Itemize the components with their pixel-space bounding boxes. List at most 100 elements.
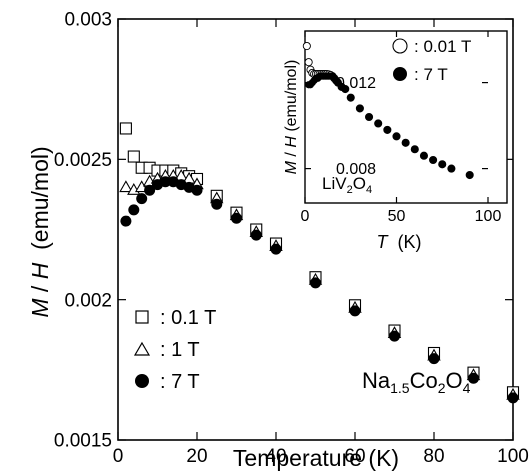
inset-legend-entry-7T: : 7 T <box>393 65 448 84</box>
legend-entry-7T: : 7 T <box>135 371 200 393</box>
inset-legend-filled-circle-marker <box>393 67 407 81</box>
data-point-filled-circle <box>447 165 455 173</box>
legend-label-0.1T: : 0.1 T <box>160 307 216 329</box>
inset-compound-sub-2: 4 <box>366 184 372 196</box>
legend-filled-circle-marker <box>135 374 149 388</box>
data-point-filled-circle <box>120 215 132 227</box>
data-point-filled-circle <box>159 176 171 188</box>
inset-legend-open-circle-marker <box>392 38 408 54</box>
main-data-points <box>119 122 520 404</box>
data-point-filled-circle <box>507 392 519 404</box>
main-x-ticks <box>117 19 514 440</box>
x-tick-label: 100 <box>497 446 529 467</box>
compound-co: Co <box>410 368 438 393</box>
x-tick-label: 80 <box>423 446 444 467</box>
data-point-filled-circle <box>428 353 440 365</box>
y-tick-label: 0.002 <box>64 290 112 311</box>
x-tick-label: 40 <box>265 446 286 467</box>
compound-sub-3: 4 <box>463 380 471 396</box>
y-tick-label: 0.0025 <box>54 150 112 171</box>
main-y-label-m: M <box>27 298 53 318</box>
main-compound-label: Na1.5Co2O4 <box>362 368 471 396</box>
inset-compound-o: O <box>353 174 366 193</box>
data-point-open-circle <box>304 58 313 67</box>
legend-open-square-marker <box>135 310 149 324</box>
compound-sub-1: 1.5 <box>390 380 410 396</box>
inset-compound-sub-1: 2 <box>347 184 353 196</box>
inset-y-label-h: H <box>283 136 300 148</box>
inset-y-label-m: M <box>283 160 300 174</box>
data-point-filled-circle <box>392 132 401 140</box>
inset-legend-entry-0.01T: : 0.01 T <box>392 37 471 56</box>
x-tick-label: 100 <box>475 208 502 225</box>
inset-legend-label-0.01T: : 0.01 T <box>414 37 471 56</box>
data-point-filled-circle <box>270 243 282 255</box>
main-y-ticks <box>118 18 513 441</box>
x-tick-label: 60 <box>344 446 365 467</box>
inset-x-tick-labels: 0 50 100 <box>301 208 502 225</box>
data-point-filled-circle <box>365 113 373 121</box>
data-point-filled-circle <box>438 160 446 168</box>
data-point-filled-circle <box>347 94 355 102</box>
inset-legend-label-7T: : 7 T <box>414 65 448 84</box>
inset-x-label-unit: (K) <box>388 232 422 252</box>
data-point-filled-circle <box>411 145 419 153</box>
main-y-label-slash: / <box>27 279 53 298</box>
data-point-square <box>127 150 140 163</box>
main-y-axis-label: M / H (emu/mol) <box>27 146 53 317</box>
data-point-filled-circle <box>420 152 428 160</box>
legend-label-1T: : 1 T <box>160 339 200 361</box>
main-y-label-unit: (emu/mol) <box>27 146 53 262</box>
inset-data-points <box>302 42 474 180</box>
data-point-filled-circle <box>383 126 391 134</box>
data-point-filled-circle <box>468 372 479 384</box>
data-point-filled-circle <box>211 198 223 210</box>
legend-entry-1T: : 1 T <box>133 339 200 361</box>
data-point-filled-circle <box>128 204 140 216</box>
main-legend: : 0.1 T : 1 T : 7 T <box>133 307 216 393</box>
y-tick-label: 0.0015 <box>54 431 112 452</box>
data-point-filled-circle <box>310 277 321 289</box>
x-tick-label: 0 <box>113 446 124 467</box>
data-point-filled-circle <box>250 229 262 241</box>
data-point-filled-circle <box>349 305 361 317</box>
legend-label-7T: : 7 T <box>160 371 200 393</box>
data-point-filled-circle <box>389 330 400 342</box>
inset-x-label-t: T <box>377 232 390 252</box>
inset-compound-liv: LiV <box>322 174 347 193</box>
inset-y-label-slash: / <box>283 148 300 161</box>
legend-open-triangle-marker <box>133 341 151 356</box>
data-point-filled-circle <box>356 104 364 112</box>
main-plot-frame <box>117 18 514 441</box>
data-point-filled-circle <box>429 156 437 164</box>
legend-entry-0.1T: : 0.1 T <box>135 307 216 329</box>
inset-y-label-unit: (emu/mol) <box>283 60 300 136</box>
data-point-filled-circle <box>231 212 242 224</box>
data-point-filled-circle <box>374 119 382 128</box>
data-point-filled-circle <box>144 184 156 196</box>
data-point-triangle <box>119 180 133 193</box>
inset-compound-label: LiV2O4 <box>322 174 372 196</box>
x-tick-label: 20 <box>186 446 207 467</box>
main-x-axis-label: Temperature (K) <box>233 445 399 471</box>
inset-y-axis-label: M / H (emu/mol) <box>283 60 300 175</box>
main-y-tick-labels: 0.0015 0.002 0.0025 0.003 <box>54 10 112 452</box>
data-point-filled-circle <box>402 139 410 147</box>
compound-na: Na <box>362 368 391 393</box>
inset-x-ticks <box>304 31 489 203</box>
x-tick-label: 0 <box>301 208 310 225</box>
compound-o: O <box>446 368 463 393</box>
data-point-filled-circle <box>191 184 203 196</box>
main-y-label-h: H <box>27 262 53 279</box>
data-point-open-circle <box>302 42 311 51</box>
main-x-tick-labels: 0 20 40 60 80 100 <box>113 446 529 467</box>
y-tick-label: 0.008 <box>336 161 376 178</box>
inset-legend: : 0.01 T : 7 T <box>392 37 471 84</box>
compound-sub-2: 2 <box>438 380 446 396</box>
data-point-filled-circle <box>341 85 349 93</box>
inset-x-axis-label: T (K) <box>377 232 422 252</box>
x-tick-label: 50 <box>388 208 406 225</box>
